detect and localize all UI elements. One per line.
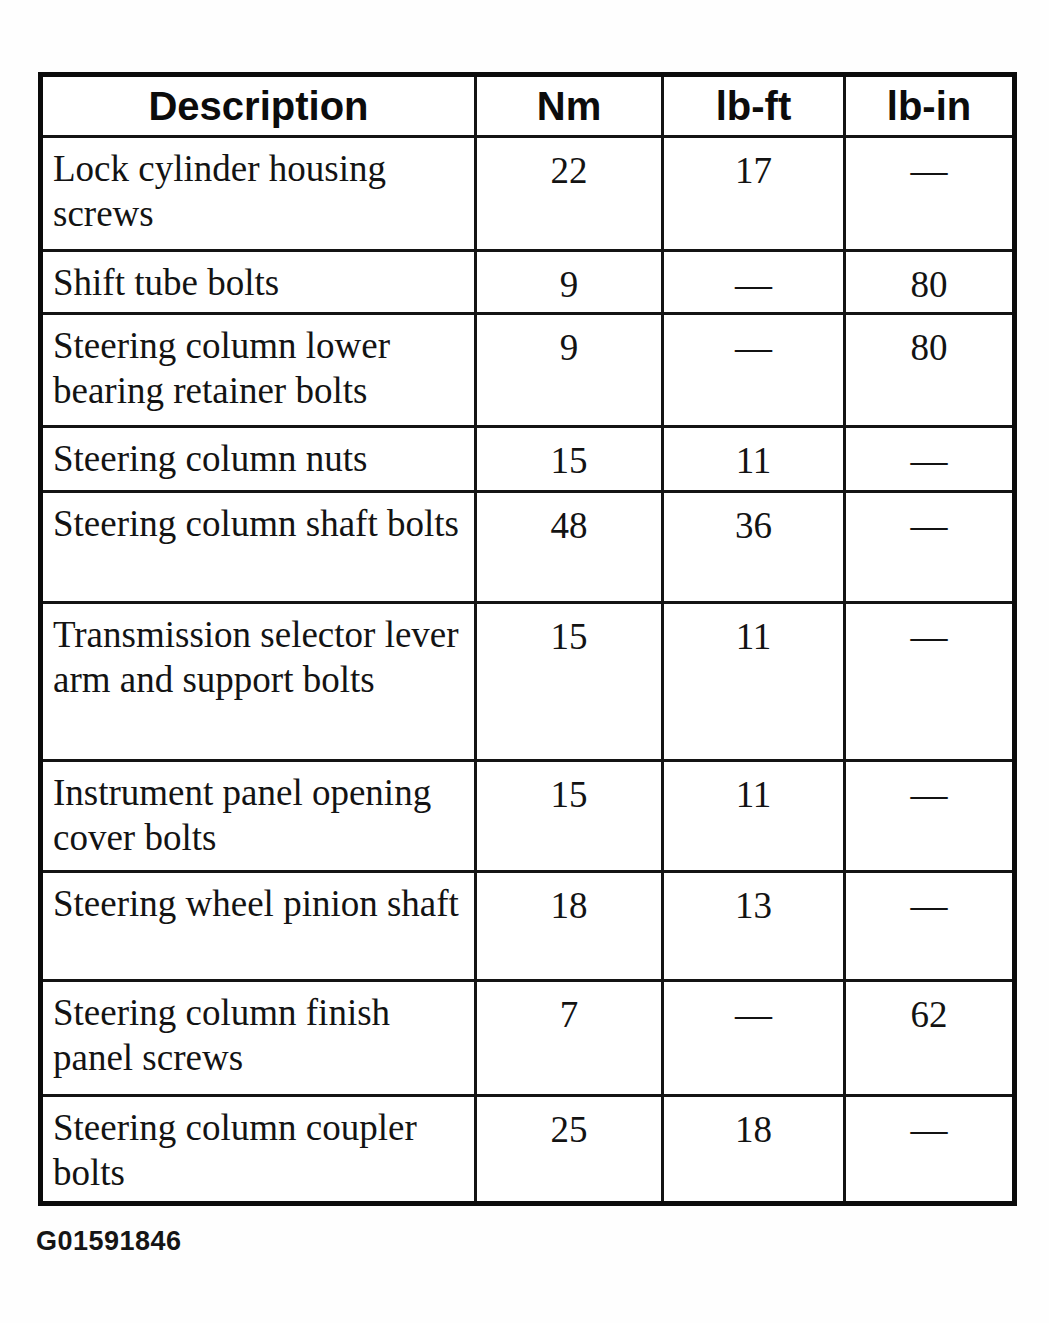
cell-lb-in: — <box>845 137 1015 251</box>
table-header-row: Description Nm lb-ft lb-in <box>41 75 1015 137</box>
cell-lb-ft: — <box>663 251 845 314</box>
header-description: Description <box>41 75 476 137</box>
cell-lb-in: — <box>845 872 1015 981</box>
cell-description: Instrument panel opening cover bolts <box>41 761 476 872</box>
cell-nm: 25 <box>476 1096 663 1204</box>
cell-lb-ft: — <box>663 981 845 1096</box>
cell-nm: 15 <box>476 761 663 872</box>
cell-lb-ft: 36 <box>663 492 845 603</box>
header-nm: Nm <box>476 75 663 137</box>
cell-nm: 48 <box>476 492 663 603</box>
cell-description: Shift tube bolts <box>41 251 476 314</box>
cell-lb-ft: 18 <box>663 1096 845 1204</box>
cell-nm: 15 <box>476 427 663 492</box>
cell-description: Transmission selector lever arm and supp… <box>41 603 476 761</box>
table-row: Steering wheel pinion shaft 18 13 — <box>41 872 1015 981</box>
cell-description: Steering column shaft bolts <box>41 492 476 603</box>
cell-lb-ft: 13 <box>663 872 845 981</box>
cell-nm: 15 <box>476 603 663 761</box>
cell-description: Steering column coupler bolts <box>41 1096 476 1204</box>
cell-lb-in: — <box>845 603 1015 761</box>
table-row: Steering column coupler bolts 25 18 — <box>41 1096 1015 1204</box>
cell-description: Steering column finish panel screws <box>41 981 476 1096</box>
table-row: Steering column finish panel screws 7 — … <box>41 981 1015 1096</box>
scanned-document-page: Description Nm lb-ft lb-in Lock cylinder… <box>0 0 1049 1323</box>
cell-nm: 9 <box>476 314 663 427</box>
table-row: Lock cylinder housing screws 22 17 — <box>41 137 1015 251</box>
cell-description: Steering column lower bearing retainer b… <box>41 314 476 427</box>
cell-lb-in: 80 <box>845 251 1015 314</box>
cell-lb-ft: 11 <box>663 427 845 492</box>
cell-lb-in: 80 <box>845 314 1015 427</box>
cell-lb-ft: 17 <box>663 137 845 251</box>
cell-nm: 22 <box>476 137 663 251</box>
table-row: Steering column shaft bolts 48 36 — <box>41 492 1015 603</box>
torque-spec-table: Description Nm lb-ft lb-in Lock cylinder… <box>38 72 1017 1206</box>
cell-lb-in: — <box>845 492 1015 603</box>
cell-nm: 18 <box>476 872 663 981</box>
header-lb-in: lb-in <box>845 75 1015 137</box>
table-row: Steering column lower bearing retainer b… <box>41 314 1015 427</box>
cell-lb-ft: 11 <box>663 603 845 761</box>
table-row: Instrument panel opening cover bolts 15 … <box>41 761 1015 872</box>
cell-description: Steering column nuts <box>41 427 476 492</box>
cell-lb-ft: — <box>663 314 845 427</box>
table-row: Steering column nuts 15 11 — <box>41 427 1015 492</box>
cell-nm: 7 <box>476 981 663 1096</box>
cell-lb-in: — <box>845 761 1015 872</box>
table-row: Shift tube bolts 9 — 80 <box>41 251 1015 314</box>
cell-description: Steering wheel pinion shaft <box>41 872 476 981</box>
cell-lb-in: 62 <box>845 981 1015 1096</box>
figure-code: G01591846 <box>36 1226 182 1257</box>
cell-description: Lock cylinder housing screws <box>41 137 476 251</box>
cell-lb-in: — <box>845 427 1015 492</box>
header-lb-ft: lb-ft <box>663 75 845 137</box>
table-row: Transmission selector lever arm and supp… <box>41 603 1015 761</box>
cell-nm: 9 <box>476 251 663 314</box>
cell-lb-in: — <box>845 1096 1015 1204</box>
cell-lb-ft: 11 <box>663 761 845 872</box>
